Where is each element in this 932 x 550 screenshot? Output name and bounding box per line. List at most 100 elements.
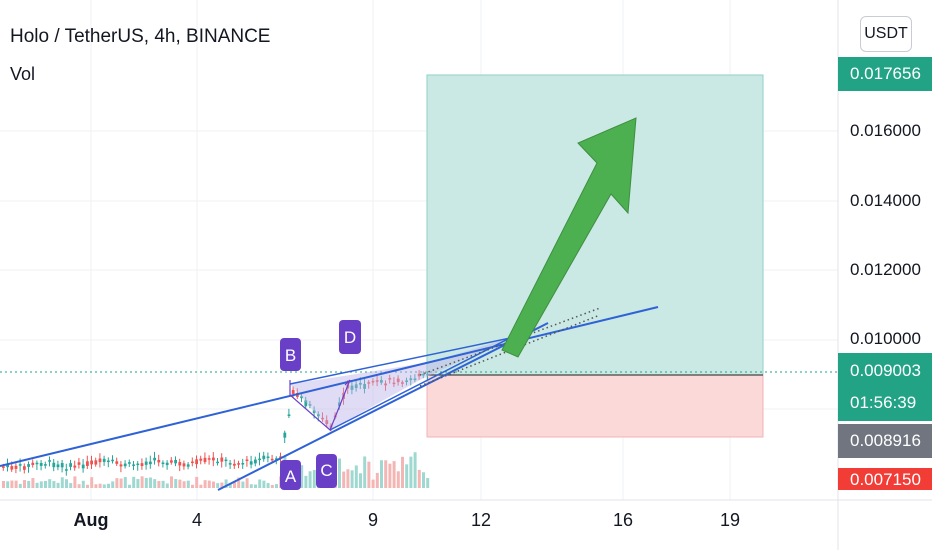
candle [195,459,198,465]
projection-dotted-1 [419,307,601,376]
time-tick: Aug [73,510,109,530]
volume-bar [149,477,152,488]
currency-button[interactable]: USDT [860,16,912,52]
harmonic-path [289,379,351,432]
candle [27,464,30,467]
target-price-badge: 0.017656 [838,57,932,91]
candle [275,458,278,460]
candle [279,456,282,458]
candle [405,380,408,383]
candle [73,465,77,468]
candle [384,383,387,386]
volume-bar [308,471,312,488]
volume-bar [132,476,136,488]
current-price-badge: 0.009003 01:56:39 [838,353,932,421]
candle [237,463,240,465]
candle [312,410,316,413]
volume-bar [174,479,178,488]
volume-bar [401,456,404,488]
volume-bar [258,479,262,488]
time-tick: 4 [191,510,203,530]
volume-bar [405,464,409,488]
candle [413,378,417,380]
candle [388,378,392,380]
candle [111,459,114,462]
symbol-title[interactable]: Holo / TetherUS, 4h, BINANCE [10,26,271,47]
candle [6,464,9,468]
volume-bar [262,480,266,488]
volume-bar [165,483,169,488]
volume-bar [254,484,257,488]
volume-bar [367,461,371,488]
volume-bar [233,481,236,488]
candle [98,458,102,463]
price-tick: 0.016000 [850,121,921,140]
candle [35,462,39,465]
volume-bar [6,481,10,488]
projection-dotted-2 [419,314,601,387]
volume-bar [81,480,85,488]
volume-bar [191,484,194,488]
support-trendline[interactable] [0,306,659,467]
candle [56,464,60,468]
candle [220,457,224,462]
candle [325,420,329,425]
volume-bar [123,477,127,488]
candle [287,414,291,416]
candle [18,464,22,466]
candle [350,385,354,390]
candle [161,462,165,465]
volume-bar [144,477,148,488]
candle [417,373,421,377]
volume-bar [275,484,278,488]
candle [283,432,287,438]
volume-bar [220,482,224,488]
candle [140,463,144,467]
candle [153,457,156,461]
candle [266,456,270,459]
volume-bar [2,481,5,488]
svg-text:A: A [285,467,297,486]
candle [422,373,425,376]
candle [409,378,413,381]
candle [207,458,211,460]
candle [123,463,127,467]
volume-bar [312,469,316,488]
candle [60,463,64,468]
volume-bar [69,483,73,488]
candle [14,465,18,469]
volume-bar [60,477,64,488]
price-tick: 0.010000 [850,329,921,348]
volume-bar [90,477,94,488]
bullish-arrow[interactable] [501,117,637,358]
wedge-fill [290,338,510,430]
volume-bar [115,478,119,488]
volume-bar [207,480,211,488]
volume-bar [338,458,341,488]
candle [401,382,404,384]
candle [317,414,320,417]
loss-zone[interactable] [426,374,764,438]
candle [132,464,135,466]
volume-bar [31,478,35,488]
candle [191,461,194,464]
volume-bar [384,460,388,488]
volume-bar [14,480,18,488]
profit-zone[interactable] [426,74,764,376]
volume-indicator-label[interactable]: Vol [10,64,36,84]
volume-bar [35,482,39,488]
volume-bar [245,478,249,488]
candle [86,461,89,466]
current-price-value: 0.009003 [850,361,921,380]
volume-bar [140,476,144,488]
volume-bar [10,480,14,488]
volume-bar [380,460,383,488]
volume-bar [107,483,110,488]
candle [262,455,266,460]
rising-trendline[interactable] [217,322,549,491]
volume-bar [153,479,157,488]
prev-close-badge: 0.008916 [838,424,932,458]
volume-bar [409,456,413,488]
volume-bar [228,483,232,488]
